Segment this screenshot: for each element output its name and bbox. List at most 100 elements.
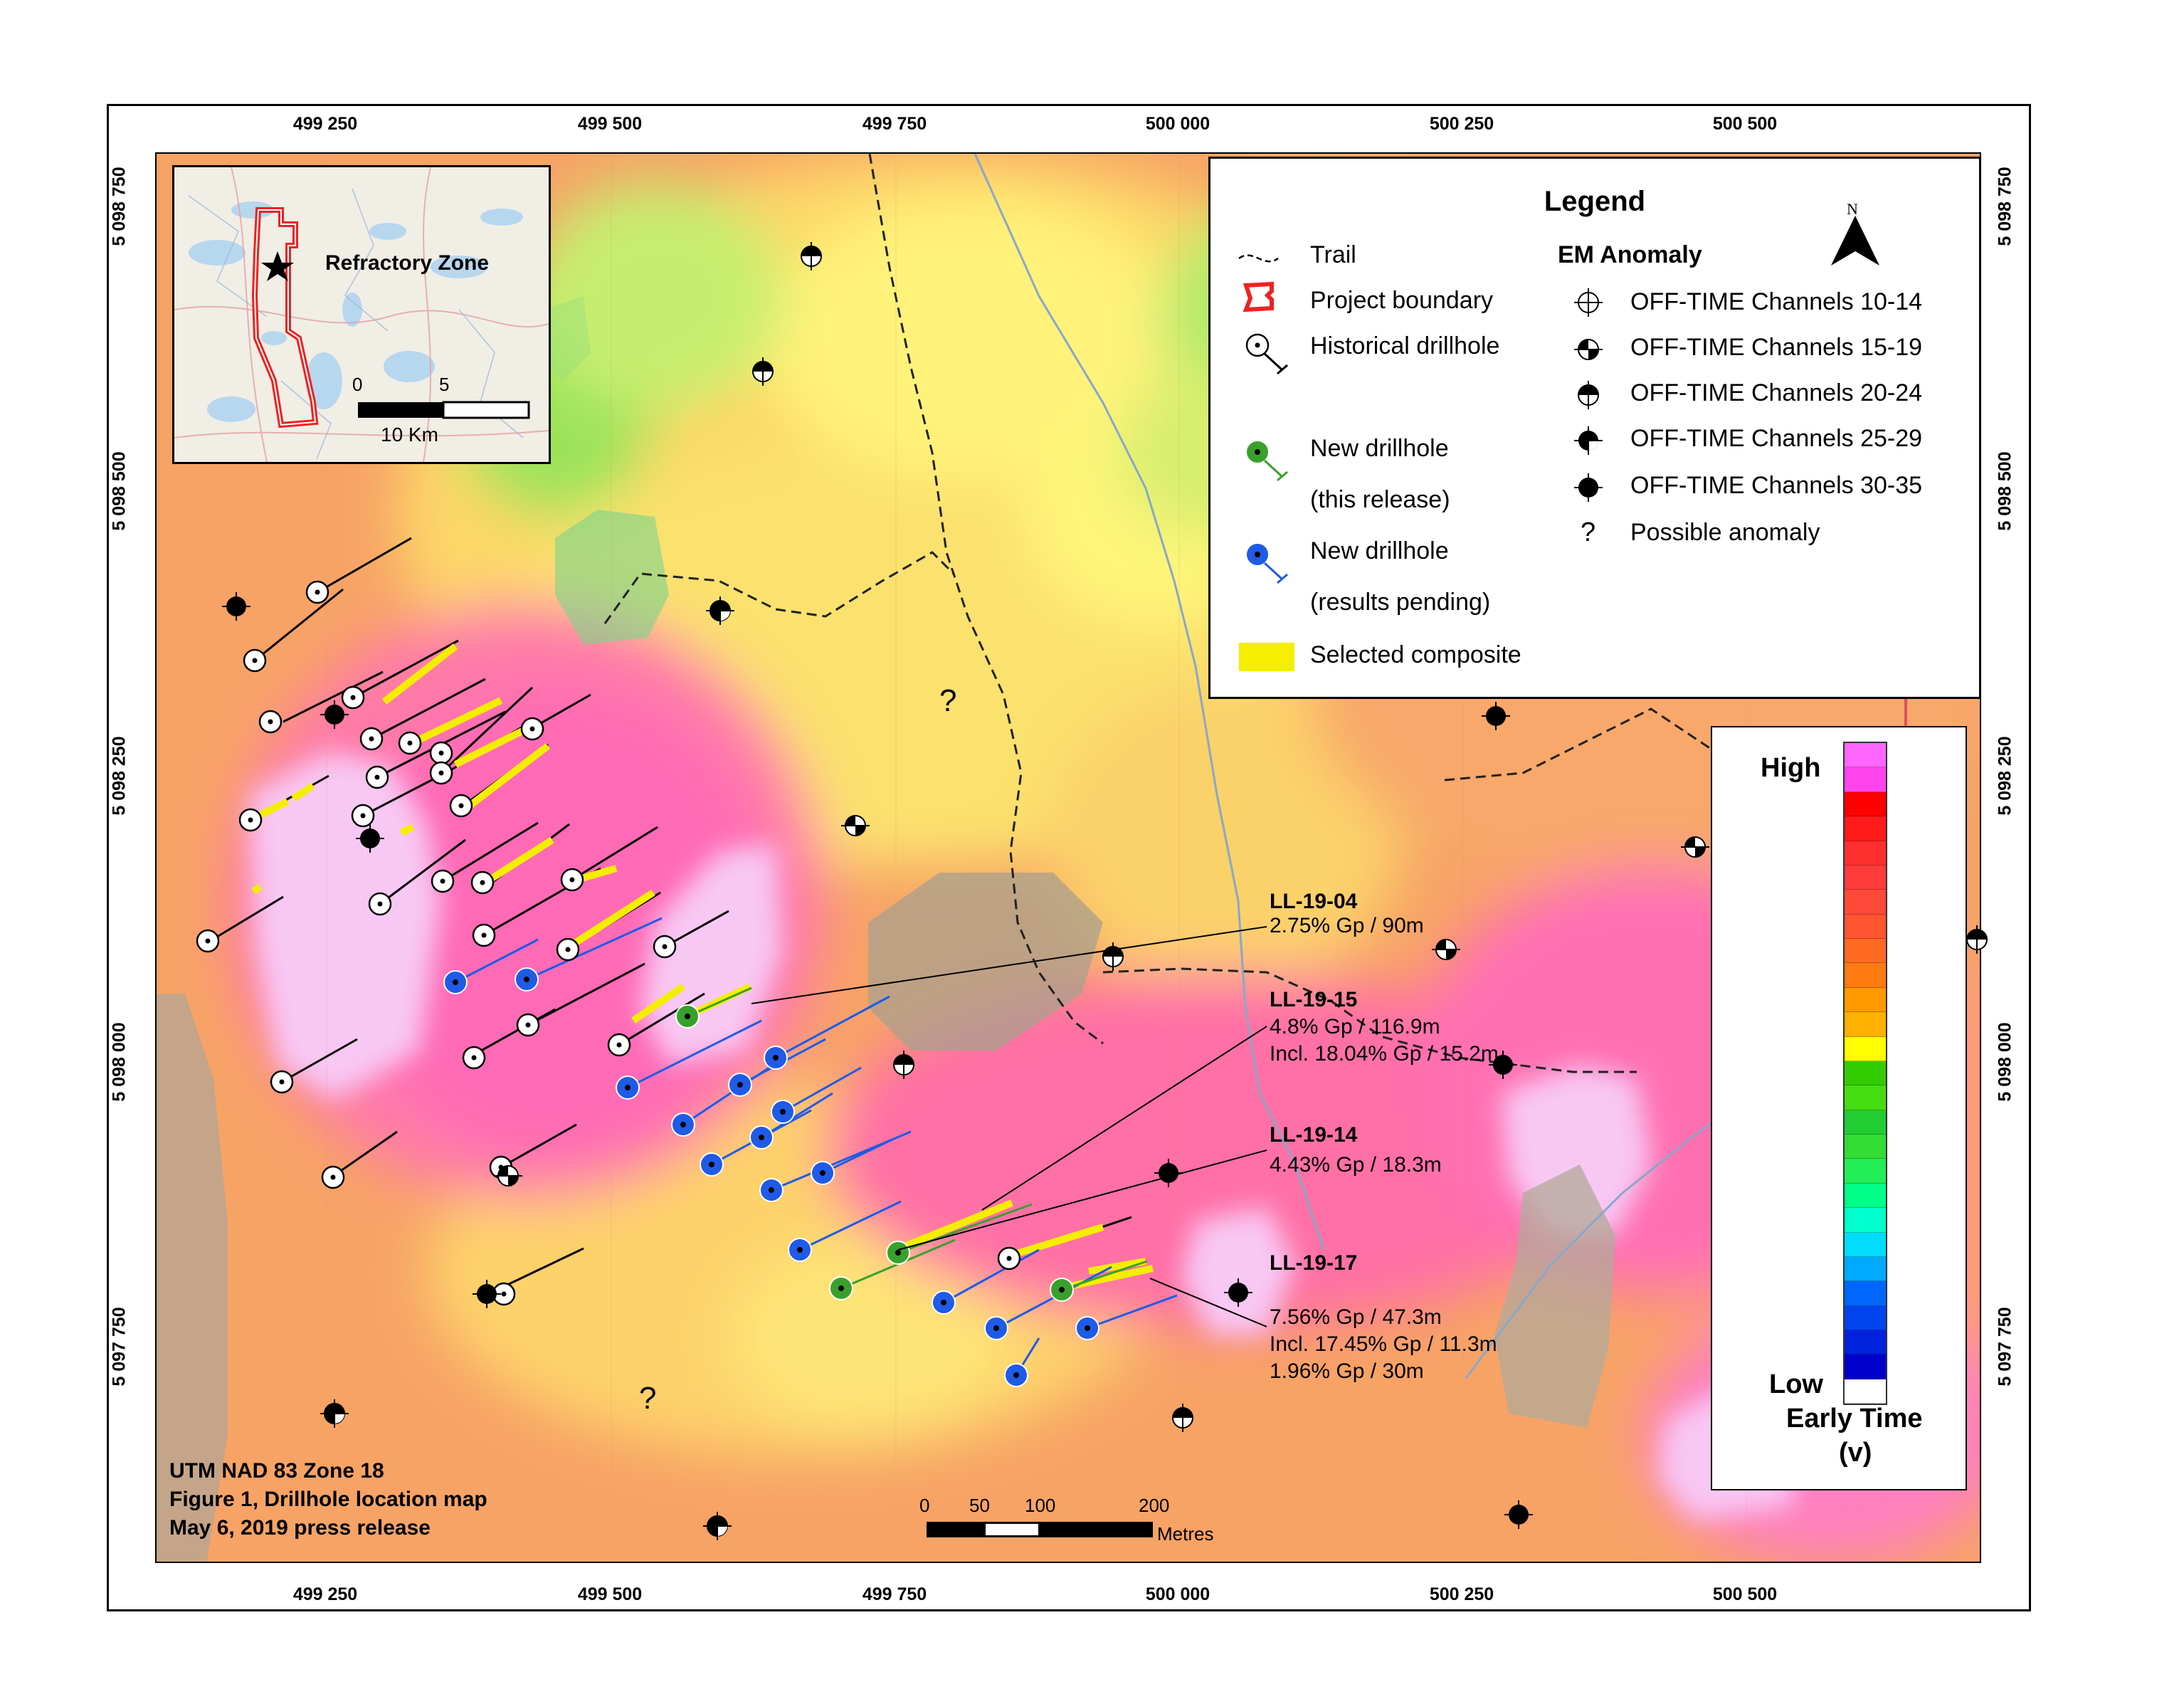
legend-em-item: OFF-TIME Channels 30-35 <box>1630 472 1923 499</box>
annotation-ll-19-14: LL-19-14 4.43% Gp / 18.3m <box>1270 1120 1442 1180</box>
ramp-cell <box>1845 1085 1886 1110</box>
legend-trail: Trail <box>1310 241 1356 268</box>
annotation-line: 4.43% Gp / 18.3m <box>1270 1153 1442 1177</box>
ramp-cell <box>1845 743 1886 768</box>
scale-label: 0 <box>919 1495 930 1516</box>
legend-title: Legend <box>1544 186 1646 217</box>
legend-new-drillhole-pending: New drillhole <box>1310 537 1449 564</box>
annotation-id: LL-19-15 <box>1270 988 1358 1011</box>
legend-em-item: OFF-TIME Channels 10-14 <box>1630 288 1923 315</box>
annotation-ll-19-04: LL-19-04 2.75% Gp / 90m <box>1270 890 1424 938</box>
color-ramp <box>1843 742 1887 1405</box>
x-tick-bottom: 499 750 <box>862 1584 927 1604</box>
legend-results-pending: (results pending) <box>1310 589 1491 616</box>
ramp-cell <box>1845 1305 1886 1330</box>
inset-scale-0: 0 <box>352 374 363 395</box>
annotation-id: LL-19-04 <box>1270 890 1358 913</box>
annotation-line: 4.8% Gp / 116.9m <box>1270 1015 1440 1038</box>
ramp-cell <box>1845 890 1886 915</box>
ramp-low-label: Low <box>1769 1369 1823 1399</box>
x-tick-bottom: 500 000 <box>1145 1584 1210 1604</box>
annotation-line: 7.56% Gp / 47.3m <box>1270 1305 1442 1329</box>
legend-this-release: (this release) <box>1310 486 1450 513</box>
scale-label: 200 <box>1139 1495 1170 1516</box>
ramp-cell <box>1845 939 1886 964</box>
trail <box>603 154 1829 1073</box>
ramp-cell <box>1845 1036 1886 1061</box>
legend-project-boundary: Project boundary <box>1310 287 1494 314</box>
x-tick-top: 499 250 <box>292 114 358 134</box>
ramp-cell <box>1845 914 1886 939</box>
legend-em-item: OFF-TIME Channels 20-24 <box>1630 379 1923 406</box>
annotation-line: 2.75% Gp / 90m <box>1270 914 1424 937</box>
annotation-ll-19-15: LL-19-15 4.8% Gp / 116.9m Incl. 18.04% G… <box>1270 987 1499 1068</box>
figure-caption: Figure 1, Drillhole location map <box>169 1488 487 1511</box>
ramp-cell <box>1845 1354 1886 1379</box>
scale-bar <box>918 1490 1153 1537</box>
legend-historical-drillhole: Historical drillhole <box>1310 332 1500 359</box>
scale-label: 100 <box>1025 1495 1056 1516</box>
north-arrow-icon <box>1831 216 1879 265</box>
refractory-zone-star-icon <box>261 251 294 281</box>
x-tick-top: 500 000 <box>1145 114 1210 134</box>
legend-new-drillhole: New drillhole <box>1310 435 1449 462</box>
map-frame <box>107 104 2031 1611</box>
ramp-cell <box>1845 1183 1886 1209</box>
ramp-cell <box>1845 1232 1886 1257</box>
ramp-cell <box>1845 987 1886 1013</box>
ramp-cell <box>1845 963 1886 988</box>
possible-anomaly-mark: ? <box>939 683 957 718</box>
scale-label: 50 <box>969 1495 990 1516</box>
x-tick-top: 500 500 <box>1712 114 1778 134</box>
x-tick-bottom: 500 500 <box>1712 1584 1778 1604</box>
legend-symbols <box>1238 216 1879 671</box>
x-tick-bottom: 499 250 <box>292 1584 358 1604</box>
historical-drillhole-traces <box>207 537 1132 1295</box>
projection-info: UTM NAD 83 Zone 18 <box>169 1459 384 1483</box>
ramp-cell <box>1845 865 1886 890</box>
inset-scale-5: 5 <box>439 374 450 395</box>
annotation-leaders <box>751 926 1267 1327</box>
ramp-cell <box>1845 1159 1886 1184</box>
legend-possible-anomaly-symbol: ? <box>1581 517 1596 547</box>
x-tick-top: 500 250 <box>1429 114 1494 134</box>
ramp-cell <box>1845 841 1886 866</box>
inset-basemap <box>174 167 549 462</box>
x-tick-bottom: 499 500 <box>577 1584 643 1604</box>
ramp-cell <box>1845 1256 1886 1282</box>
annotation-line: Incl. 17.45% Gp / 11.3m <box>1270 1332 1497 1356</box>
pending-drillholes <box>443 967 1099 1387</box>
legend-em-item: OFF-TIME Channels 15-19 <box>1630 334 1923 361</box>
ramp-cell <box>1845 1330 1886 1355</box>
ramp-cell <box>1845 1061 1886 1086</box>
legend-panel: Legend Trail Project boundary Historical… <box>1208 157 1981 699</box>
x-tick-bottom: 500 250 <box>1429 1584 1494 1604</box>
legend-em-heading: EM Anomaly <box>1558 241 1702 268</box>
ramp-cell <box>1845 1110 1886 1135</box>
pending-drillhole-traces <box>455 917 1178 1376</box>
color-ramp-legend: High Low Early Time (v) <box>1711 726 1967 1490</box>
annotation-id: LL-19-14 <box>1270 1123 1358 1147</box>
ramp-title: Early Time <box>1786 1404 1923 1433</box>
inset-label: Refractory Zone <box>325 251 490 275</box>
ramp-cell <box>1845 1281 1886 1306</box>
x-tick-top: 499 500 <box>577 114 643 134</box>
annotation-line: Incl. 18.04% Gp / 15.2m <box>1270 1042 1499 1066</box>
inset-locator-map: Refractory Zone 0 5 10 Km <box>172 165 551 464</box>
scale-unit: Metres <box>1157 1523 1214 1545</box>
legend-selected-composite: Selected composite <box>1310 641 1521 668</box>
ramp-cell <box>1845 791 1886 817</box>
ramp-cell <box>1845 1379 1886 1404</box>
annotation-id: LL-19-17 <box>1270 1251 1358 1275</box>
possible-anomaly-mark: ? <box>639 1381 657 1416</box>
ramp-cell <box>1845 1208 1886 1233</box>
legend-em-item: OFF-TIME Channels 25-29 <box>1630 425 1923 452</box>
annotation-line: 1.96% Gp / 30m <box>1270 1359 1424 1383</box>
x-tick-top: 499 750 <box>862 114 927 134</box>
release-date: May 6, 2019 press release <box>169 1516 431 1540</box>
ramp-cell <box>1845 1012 1886 1037</box>
ramp-unit: (v) <box>1839 1438 1872 1468</box>
legend-em-item: Possible anomaly <box>1630 519 1820 546</box>
selected-composites <box>251 643 1154 1290</box>
